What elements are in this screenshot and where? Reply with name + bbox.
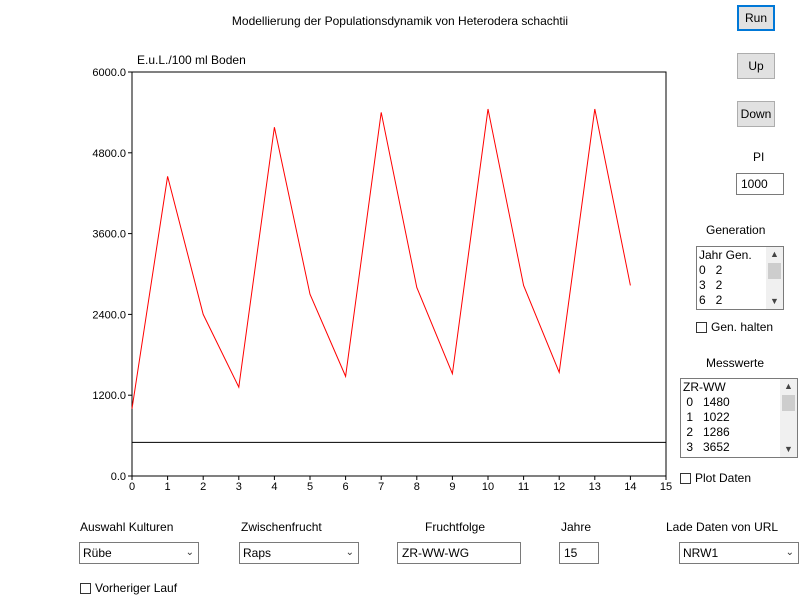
- list-item[interactable]: 6 2: [699, 293, 723, 307]
- y-tick-label: 3600.0: [92, 229, 126, 241]
- chevron-up-icon[interactable]: ▲: [784, 381, 793, 391]
- x-tick-label: 15: [660, 481, 672, 493]
- gen-halten-label: Gen. halten: [711, 320, 774, 334]
- list-item[interactable]: 0 1480: [683, 395, 730, 409]
- y-tick-label: 0.0: [111, 471, 126, 483]
- x-tick-label: 0: [129, 481, 135, 493]
- list-item[interactable]: 2 1286: [683, 425, 730, 439]
- checkbox-box[interactable]: [696, 321, 707, 333]
- list-item[interactable]: 1 1022: [683, 410, 730, 424]
- generation-list[interactable]: Jahr Gen. 0 2 3 2 6 2 ▲ ▼: [696, 246, 784, 310]
- x-tick-label: 6: [343, 481, 349, 493]
- chevron-down-icon[interactable]: ▼: [784, 444, 793, 454]
- x-tick-label: 1: [165, 481, 171, 493]
- generation-label: Generation: [706, 223, 766, 237]
- plot-frame: [131, 71, 667, 477]
- chevron-down-icon[interactable]: ⌄: [345, 547, 354, 558]
- scroll-thumb[interactable]: [768, 263, 781, 279]
- scroll-thumb[interactable]: [782, 395, 795, 411]
- y-tick-label: 2400.0: [92, 309, 126, 321]
- vorheriger-lauf-checkbox[interactable]: Vorheriger Lauf: [80, 581, 177, 595]
- zwischenfrucht-select[interactable]: Raps ⌄: [239, 542, 359, 564]
- x-tick-label: 4: [271, 481, 277, 493]
- down-button[interactable]: Down: [737, 101, 775, 127]
- plot-daten-checkbox[interactable]: Plot Daten: [680, 471, 751, 485]
- x-tick-label: 12: [553, 481, 565, 493]
- kulturen-select[interactable]: Rübe ⌄: [79, 542, 199, 564]
- zwischenfrucht-label: Zwischenfrucht: [241, 520, 322, 534]
- x-tick-label: 14: [624, 481, 636, 493]
- chevron-down-icon[interactable]: ⌄: [185, 547, 194, 558]
- chevron-up-icon[interactable]: ▲: [770, 249, 779, 259]
- pi-label: PI: [753, 150, 765, 164]
- x-tick-label: 7: [378, 481, 384, 493]
- page-title: Modellierung der Populationsdynamik von …: [231, 14, 569, 28]
- url-label: Lade Daten von URL: [666, 520, 779, 534]
- gen-halten-checkbox[interactable]: Gen. halten: [696, 320, 773, 334]
- y-tick-label: 4800.0: [92, 148, 126, 160]
- chevron-down-icon[interactable]: ⌄: [785, 547, 794, 558]
- run-button[interactable]: Run: [737, 5, 775, 31]
- list-item[interactable]: 0 2: [699, 263, 723, 277]
- fruchtfolge-input[interactable]: ZR-WW-WG: [397, 542, 521, 564]
- x-tick-label: 9: [449, 481, 455, 493]
- list-item[interactable]: ZR-WW: [683, 380, 726, 394]
- x-tick-label: 13: [589, 481, 601, 493]
- generation-scrollbar[interactable]: ▲ ▼: [766, 247, 783, 309]
- checkbox-box[interactable]: [80, 582, 91, 594]
- x-tick-label: 11: [518, 481, 529, 493]
- vorheriger-lauf-label: Vorheriger Lauf: [95, 581, 178, 595]
- up-button[interactable]: Up: [737, 53, 775, 79]
- jahre-input[interactable]: 15: [559, 542, 599, 564]
- plot-daten-label: Plot Daten: [695, 471, 752, 485]
- list-item[interactable]: 3 3652: [683, 440, 730, 454]
- pi-input[interactable]: 1000: [736, 173, 784, 195]
- messwerte-list[interactable]: ZR-WW 0 1480 1 1022 2 1286 3 3652 ▲ ▼: [680, 378, 798, 458]
- x-tick-label: 8: [414, 481, 420, 493]
- kulturen-label: Auswahl Kulturen: [80, 520, 174, 534]
- url-value: NRW1: [683, 546, 719, 560]
- y-tick-label: 1200.0: [92, 390, 126, 402]
- list-item[interactable]: 3 2: [699, 278, 723, 292]
- kulturen-value: Rübe: [83, 546, 112, 560]
- url-select[interactable]: NRW1 ⌄: [679, 542, 799, 564]
- checkbox-box[interactable]: [680, 472, 691, 484]
- messwerte-scrollbar[interactable]: ▲ ▼: [780, 379, 797, 457]
- jahre-label: Jahre: [561, 520, 592, 534]
- population-series-line: [131, 108, 631, 409]
- messwerte-label: Messwerte: [706, 356, 765, 370]
- x-tick-label: 10: [482, 481, 494, 493]
- x-tick-label: 3: [236, 481, 242, 493]
- fruchtfolge-label: Fruchtfolge: [425, 520, 486, 534]
- zwischenfrucht-value: Raps: [243, 546, 272, 560]
- y-tick-label: 6000.0: [92, 67, 126, 79]
- list-item[interactable]: Jahr Gen.: [699, 248, 752, 262]
- y-axis-label: E.u.L./100 ml Boden: [137, 53, 246, 67]
- x-tick-label: 5: [307, 481, 313, 493]
- chevron-down-icon[interactable]: ▼: [770, 296, 779, 306]
- x-tick-label: 2: [200, 481, 206, 493]
